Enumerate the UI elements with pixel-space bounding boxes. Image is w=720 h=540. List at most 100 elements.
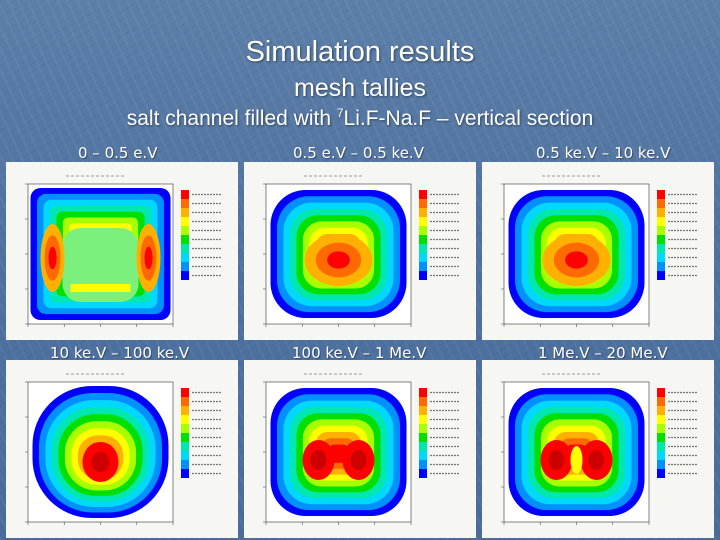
colorbar-swatch: [419, 235, 427, 244]
colorbar-swatch: [181, 190, 189, 199]
mesh-tally-svg: [25, 175, 221, 327]
hot-spot: [548, 450, 565, 470]
colorbar-swatch: [657, 460, 665, 469]
mesh-tally-svg: [263, 175, 459, 327]
colorbar-swatch: [181, 208, 189, 217]
colorbar-swatch: [181, 271, 189, 280]
mesh-tally-plot: [482, 162, 714, 340]
heading-superscript: 7: [336, 106, 344, 120]
colorbar-swatch: [657, 388, 665, 397]
hot-spot: [565, 251, 588, 269]
colorbar-swatch: [419, 271, 427, 280]
energy-range-label: 0 – 0.5 e.V: [78, 144, 158, 162]
colorbar-swatch: [419, 451, 427, 460]
colorbar-swatch: [419, 397, 427, 406]
colorbar-swatch: [657, 451, 665, 460]
colorbar-swatch: [419, 406, 427, 415]
colorbar-swatch: [181, 217, 189, 226]
colorbar-swatch: [657, 208, 665, 217]
colorbar-swatch: [181, 226, 189, 235]
colorbar-swatch: [657, 235, 665, 244]
slide-title: Simulation results: [245, 36, 475, 68]
colorbar-swatch: [419, 244, 427, 253]
contour-group: [508, 190, 645, 318]
mesh-tally-svg: [501, 373, 697, 525]
colorbar-swatch: [419, 208, 427, 217]
colorbar-swatch: [657, 406, 665, 415]
colorbar-swatch: [657, 226, 665, 235]
colorbar-swatch: [419, 199, 427, 208]
colorbar-swatch: [419, 415, 427, 424]
energy-range-label: 10 ke.V – 100 ke.V: [50, 344, 190, 362]
colorbar-swatch: [181, 406, 189, 415]
colorbar-swatch: [657, 424, 665, 433]
hot-spot: [350, 450, 367, 470]
energy-range-label: 1 Me.V – 20 Me.V: [538, 344, 668, 362]
colorbar-swatch: [657, 397, 665, 406]
hot-spot: [48, 246, 57, 270]
colorbar-swatch: [657, 442, 665, 451]
colorbar-swatch: [657, 217, 665, 226]
colorbar-swatch: [181, 244, 189, 253]
mesh-tally-plot: [6, 360, 238, 538]
mesh-tally-plot: [482, 360, 714, 538]
colorbar-swatch: [181, 451, 189, 460]
contour-level: [70, 284, 131, 292]
colorbar-swatch: [419, 217, 427, 226]
colorbar-swatch: [181, 235, 189, 244]
hot-spot: [327, 251, 350, 269]
hot-spot: [588, 450, 605, 470]
slide-subtitle: mesh tallies: [294, 74, 426, 102]
hot-spot: [91, 452, 110, 472]
colorbar-swatch: [419, 262, 427, 271]
colorbar-swatch: [657, 469, 665, 478]
colorbar-swatch: [657, 271, 665, 280]
mesh-tally-svg: [501, 175, 697, 327]
colorbar-swatch: [181, 460, 189, 469]
contour-group: [270, 190, 407, 318]
slide-heading: salt channel filled with 7Li.F-Na.F – ve…: [0, 106, 720, 131]
hot-spot: [310, 450, 327, 470]
contour-group: [508, 388, 645, 516]
colorbar-swatch: [181, 388, 189, 397]
colorbar-swatch: [181, 469, 189, 478]
energy-range-label: 0.5 e.V – 0.5 ke.V: [293, 144, 424, 162]
colorbar-swatch: [419, 424, 427, 433]
mesh-tally-plot: [244, 162, 476, 340]
colorbar-swatch: [419, 433, 427, 442]
heading-suffix: Li.F-Na.F – vertical section: [343, 107, 594, 130]
colorbar-swatch: [419, 226, 427, 235]
energy-range-label: 100 ke.V – 1 Me.V: [292, 344, 427, 362]
colorbar-swatch: [181, 424, 189, 433]
colorbar-swatch: [419, 460, 427, 469]
contour-level: [62, 228, 139, 302]
colorbar-swatch: [657, 415, 665, 424]
colorbar-swatch: [419, 190, 427, 199]
heading-prefix: salt channel filled with: [126, 107, 337, 130]
colorbar-swatch: [657, 253, 665, 262]
contour-level: [570, 446, 583, 474]
energy-range-label: 0.5 ke.V – 10 ke.V: [536, 144, 671, 162]
colorbar-swatch: [181, 442, 189, 451]
colorbar-swatch: [181, 397, 189, 406]
mesh-tally-plot: [6, 162, 238, 340]
hot-spot: [144, 246, 153, 270]
mesh-tally-plot: [244, 360, 476, 538]
colorbar-swatch: [181, 415, 189, 424]
mesh-tally-svg: [263, 373, 459, 525]
colorbar-swatch: [657, 433, 665, 442]
colorbar-swatch: [181, 433, 189, 442]
colorbar-swatch: [181, 199, 189, 208]
contour-group: [30, 188, 171, 320]
colorbar-swatch: [181, 262, 189, 271]
colorbar-swatch: [419, 388, 427, 397]
colorbar-swatch: [657, 190, 665, 199]
colorbar-swatch: [657, 199, 665, 208]
colorbar-swatch: [657, 262, 665, 271]
colorbar-swatch: [181, 253, 189, 262]
contour-group: [32, 386, 169, 518]
contour-group: [270, 388, 407, 516]
mesh-tally-svg: [25, 373, 221, 525]
colorbar-swatch: [657, 244, 665, 253]
colorbar-swatch: [419, 253, 427, 262]
